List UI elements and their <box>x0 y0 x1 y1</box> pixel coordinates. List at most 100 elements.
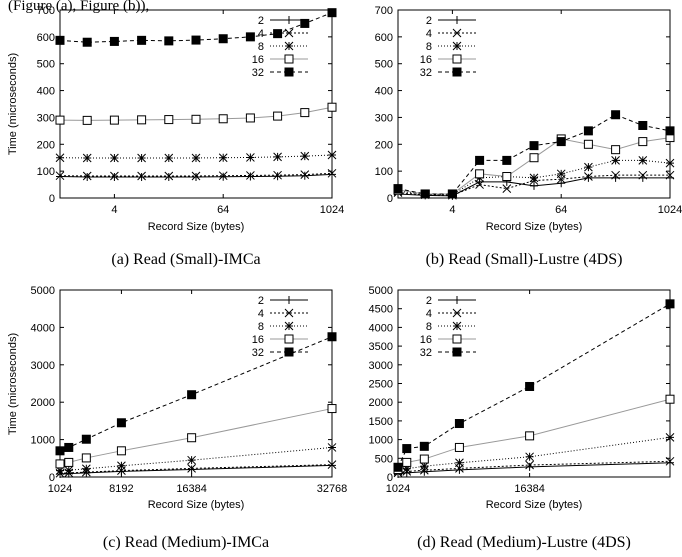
data-point-32 <box>191 35 201 45</box>
data-point-16 <box>164 115 174 125</box>
data-point-32 <box>665 126 675 136</box>
data-point-8 <box>525 452 534 462</box>
x-tick-label: 4 <box>111 204 117 216</box>
data-point-4 <box>55 171 65 181</box>
data-point-16 <box>665 394 675 404</box>
legend-label-16: 16 <box>420 334 432 346</box>
legend-marker-2 <box>285 296 293 304</box>
series-2 <box>56 170 336 182</box>
legend-marker-32 <box>452 347 462 357</box>
y-tick-label: 200 <box>375 139 393 151</box>
y-tick-label: 1000 <box>369 435 393 447</box>
data-point-8 <box>81 464 91 474</box>
y-tick-label: 2500 <box>369 379 393 391</box>
data-point-2 <box>246 172 255 181</box>
y-tick-label: 300 <box>37 112 55 124</box>
data-point-8 <box>665 158 675 168</box>
data-point-2 <box>557 179 566 188</box>
data-point-16 <box>191 114 201 124</box>
data-point-8 <box>300 151 310 161</box>
x-axis-label: Record Size (bytes) <box>486 221 583 233</box>
data-point-32 <box>402 444 412 454</box>
data-point-32 <box>583 126 593 136</box>
data-point-2 <box>137 173 146 182</box>
data-point-16 <box>327 102 337 112</box>
data-point-4 <box>638 170 648 180</box>
y-tick-label: 3000 <box>369 360 393 372</box>
data-point-32 <box>454 419 464 429</box>
data-point-16 <box>55 115 65 125</box>
legend-marker-8 <box>284 41 294 51</box>
legend-marker-32 <box>284 67 294 77</box>
plot-frame <box>59 289 333 478</box>
data-point-32 <box>55 35 65 45</box>
chart-caption: (d) Read (Medium)-Lustre (4DS) <box>417 534 631 551</box>
legend-marker-8 <box>284 321 294 331</box>
y-tick-label: 0 <box>49 193 55 205</box>
data-point-4 <box>327 460 337 470</box>
series-line-8 <box>59 154 333 159</box>
data-point-32 <box>218 34 228 44</box>
series-32 <box>393 299 675 472</box>
y-tick-label: 500 <box>375 453 393 465</box>
legend-label-4: 4 <box>258 28 264 40</box>
legend-marker-16 <box>452 54 462 64</box>
y-tick-label: 500 <box>375 59 393 71</box>
data-point-32 <box>529 141 539 151</box>
data-point-32 <box>665 299 675 309</box>
y-tick-label: 5000 <box>369 285 393 297</box>
legend-marker-32 <box>452 67 462 77</box>
data-point-2 <box>164 173 173 182</box>
x-tick-label: 16384 <box>176 483 207 495</box>
y-tick-label: 4000 <box>369 322 393 334</box>
data-point-32 <box>611 110 621 120</box>
y-tick-label: 2000 <box>369 397 393 409</box>
data-point-2 <box>56 172 64 181</box>
series-2 <box>394 458 674 479</box>
data-point-16 <box>64 457 74 467</box>
legend-marker-8 <box>452 41 462 51</box>
y-tick-label: 1500 <box>369 416 393 428</box>
data-point-16 <box>525 431 535 441</box>
series-16 <box>393 394 675 475</box>
data-point-8 <box>273 152 282 162</box>
y-tick-label: 400 <box>375 86 393 98</box>
data-point-16 <box>475 169 485 179</box>
data-point-16 <box>529 153 539 163</box>
series-16 <box>55 404 337 469</box>
chart-panel-3: 0 1000 2000 3000 4000 5000 1024 8192 16384 32768 R… <box>7 285 347 551</box>
data-point-8 <box>164 153 174 163</box>
data-point-16 <box>187 433 197 443</box>
legend-marker-4 <box>284 308 294 318</box>
series-line-8 <box>59 446 333 472</box>
legend-label-16: 16 <box>252 54 264 66</box>
data-point-16 <box>419 454 429 464</box>
data-point-16 <box>402 457 412 467</box>
data-point-2 <box>192 173 200 182</box>
data-point-32 <box>82 37 92 47</box>
series-line-4 <box>397 460 671 474</box>
legend-label-4: 4 <box>426 28 432 40</box>
data-point-32 <box>327 8 337 18</box>
series-line-4 <box>397 174 670 196</box>
legend-label-8: 8 <box>258 41 264 53</box>
data-point-4 <box>475 180 484 189</box>
y-tick-label: 700 <box>37 5 55 17</box>
data-point-16 <box>583 139 593 149</box>
data-point-32 <box>187 390 197 400</box>
data-point-4 <box>665 170 675 180</box>
data-point-32 <box>393 184 403 194</box>
data-point-32 <box>300 18 310 28</box>
x-tick-label: 1024 <box>48 483 72 495</box>
data-point-4 <box>300 170 310 179</box>
data-point-8 <box>455 458 464 468</box>
legend-label-16: 16 <box>252 334 264 346</box>
chart-caption: (c) Read (Medium)-IMCa <box>103 534 269 551</box>
y-tick-label: 100 <box>375 166 393 178</box>
data-point-4 <box>110 171 119 181</box>
data-point-2 <box>455 465 464 474</box>
legend-label-2: 2 <box>258 295 264 307</box>
data-point-32 <box>475 155 485 165</box>
data-point-8 <box>584 162 593 172</box>
